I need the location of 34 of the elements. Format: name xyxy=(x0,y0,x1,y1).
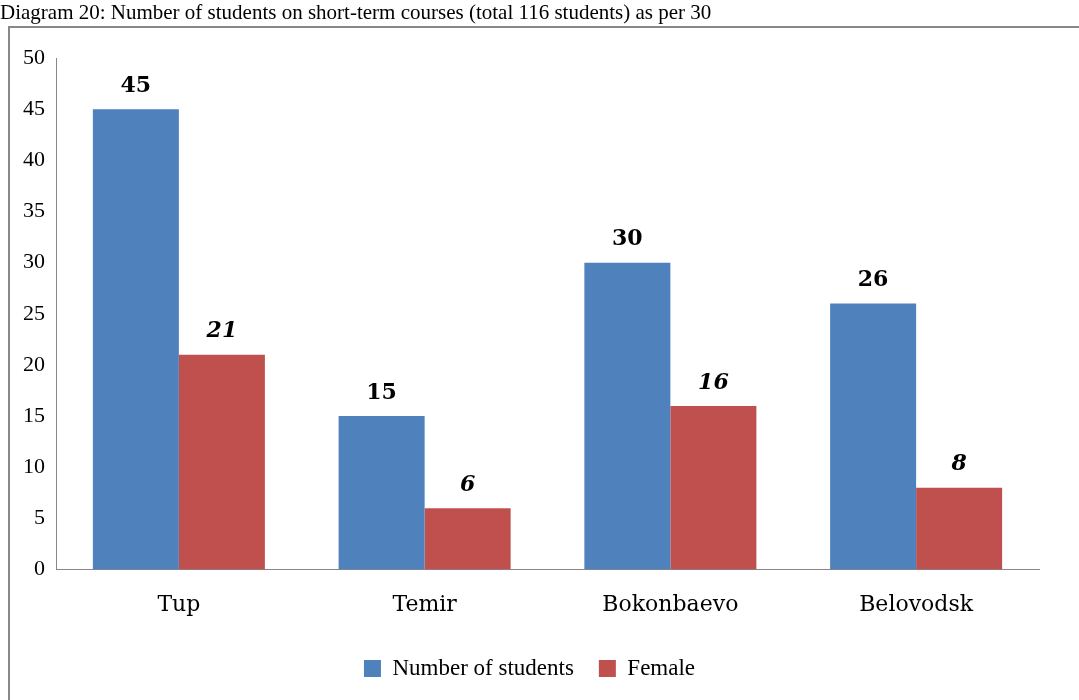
x-tick-label: Temir xyxy=(392,590,458,616)
legend-label: Number of students xyxy=(392,654,574,680)
y-tick-label: 40 xyxy=(23,146,45,172)
bar xyxy=(670,405,757,570)
y-tick-label: 20 xyxy=(23,350,45,376)
data-label: 21 xyxy=(205,316,238,343)
y-tick-label: 25 xyxy=(23,299,45,325)
y-tick-label: 50 xyxy=(23,43,45,69)
y-tick-label: 30 xyxy=(23,248,45,274)
chart-title: Diagram 20: Number of students on short-term courses (total 116 students) as per 30 xyxy=(0,0,712,24)
data-label: 45 xyxy=(120,70,152,97)
y-tick-label: 5 xyxy=(34,504,45,530)
data-label: 15 xyxy=(366,377,397,404)
data-label: 6 xyxy=(459,469,476,496)
x-tick-label: Tup xyxy=(157,590,201,616)
x-tick-label: Belovodsk xyxy=(859,590,974,616)
y-tick-label: 35 xyxy=(23,197,45,223)
y-tick-label: 15 xyxy=(23,401,45,427)
data-label: 16 xyxy=(698,367,729,394)
y-tick-label: 45 xyxy=(23,94,45,120)
x-tick-label: Bokonbaevo xyxy=(602,590,739,616)
bar xyxy=(830,303,917,570)
bar xyxy=(916,487,1003,570)
bar xyxy=(92,109,179,570)
legend-label: Female xyxy=(627,654,696,680)
bar xyxy=(424,508,511,570)
data-label: 26 xyxy=(857,265,889,292)
y-tick-label: 10 xyxy=(23,453,45,479)
bar xyxy=(338,416,425,570)
bar xyxy=(584,262,671,570)
y-tick-label: 0 xyxy=(34,555,45,581)
data-label: 30 xyxy=(612,224,643,251)
data-label: 8 xyxy=(950,449,967,476)
bar xyxy=(178,354,265,570)
